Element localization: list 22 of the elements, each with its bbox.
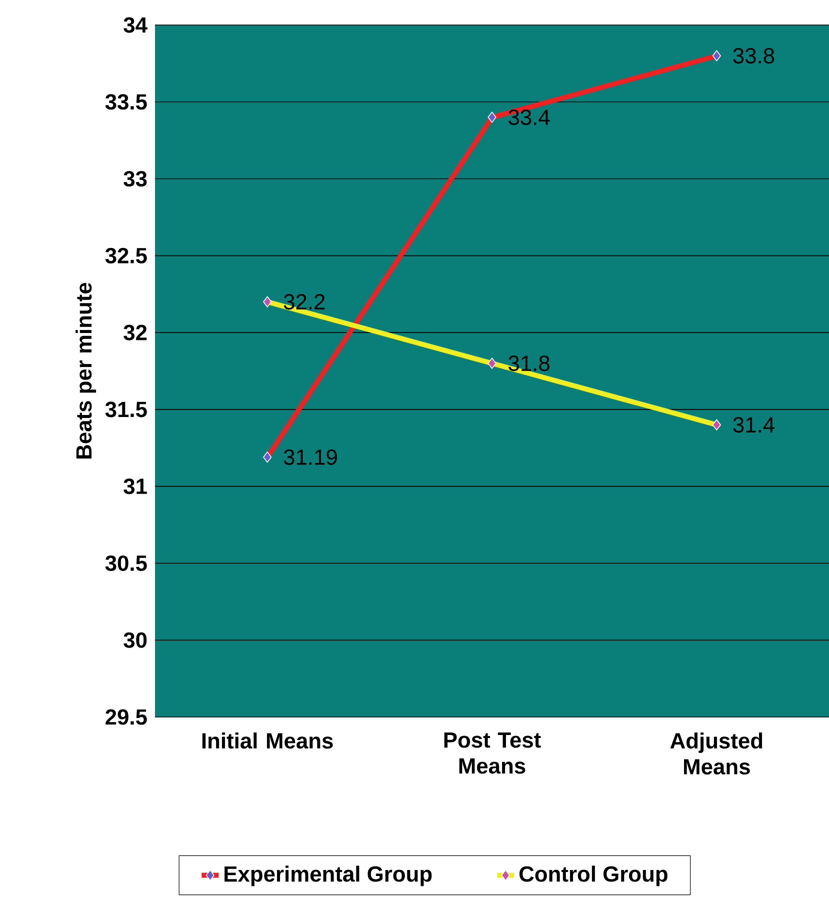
y-tick-label: 30.5 [105, 555, 147, 571]
legend-label: Experimental Group [224, 866, 432, 886]
y-tick-label: 31.5 [105, 402, 147, 418]
legend-label: Control Group [519, 866, 668, 886]
y-tick-label: 32.5 [105, 248, 147, 264]
y-tick-label: 29.5 [106, 709, 147, 725]
x-tick-label: Initial Means [202, 732, 333, 749]
data-label: 33.4 [508, 109, 550, 126]
data-label: 31.8 [508, 356, 550, 372]
y-axis-title: Beats per minute [76, 282, 96, 458]
data-label: 33.8 [733, 48, 774, 64]
y-tick-label: 34 [124, 17, 148, 33]
data-label: 31.4 [733, 417, 774, 433]
y-tick-label: 33.5 [105, 94, 147, 110]
x-tick-label: Post Test Means [444, 732, 541, 774]
data-label: 31.19 [284, 449, 337, 465]
y-tick-label: 31 [124, 478, 147, 494]
x-tick-label: Adjusted Means [670, 732, 762, 775]
data-label: 32.2 [284, 294, 325, 310]
y-tick-label: 30 [124, 632, 147, 648]
y-tick-label: 32 [124, 324, 147, 340]
y-tick-label: 33 [124, 170, 147, 187]
